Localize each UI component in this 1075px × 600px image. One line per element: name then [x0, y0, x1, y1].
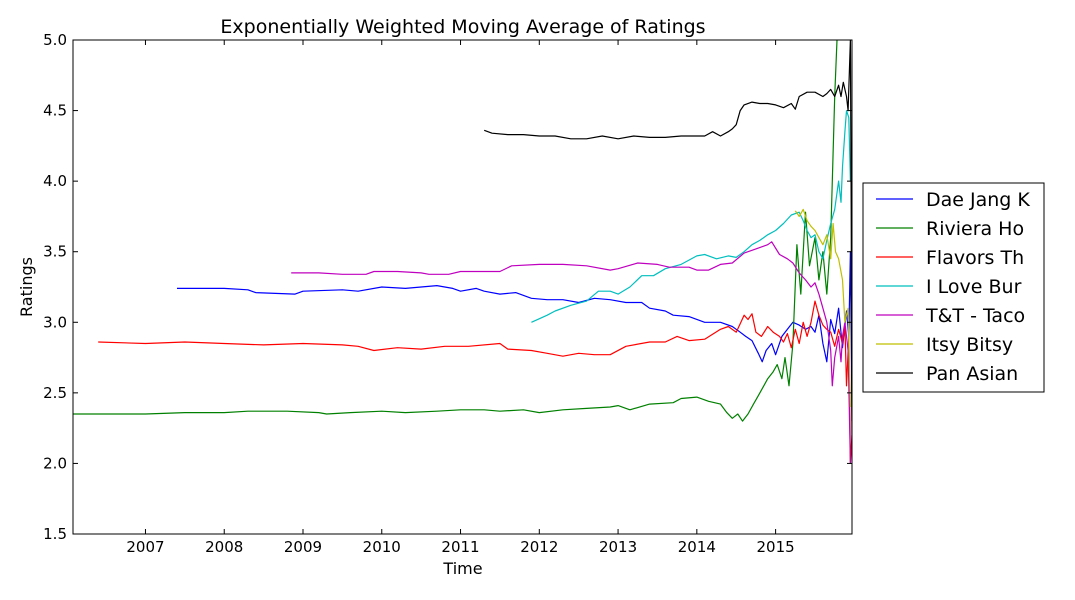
y-tick-label: 4.5	[43, 102, 67, 120]
x-tick-label: 2009	[284, 538, 322, 556]
series-line-4	[531, 109, 851, 323]
series-line-2	[73, 40, 838, 422]
legend-label: Riviera Ho	[926, 218, 1024, 240]
legend-label: I Love Bur	[926, 276, 1022, 298]
plot-frame	[72, 39, 853, 535]
y-tick-label: 3.5	[43, 243, 67, 261]
legend-label: Itsy Bitsy	[926, 334, 1013, 356]
series-line-6	[794, 208, 851, 408]
y-tick-label: 5.0	[43, 31, 67, 49]
legend-label: T&T - Taco	[925, 305, 1025, 327]
legend-label: Dae Jang K	[926, 189, 1030, 211]
x-tick-label: 2013	[599, 538, 637, 556]
chart-title: Exponentially Weighted Moving Average of…	[220, 16, 705, 38]
series-line-7	[483, 40, 852, 450]
y-axis-label: Ratings	[17, 257, 36, 317]
legend-box	[862, 182, 1045, 393]
series-line-3	[98, 300, 852, 464]
x-tick-label: 2014	[678, 538, 716, 556]
x-tick-label: 2015	[757, 538, 795, 556]
y-tick-label: 1.5	[43, 525, 67, 543]
series-line-1	[177, 251, 852, 422]
legend: Dae Jang K Riviera Ho Flavors Th I Love Bur…	[862, 182, 1045, 393]
x-tick-label: 2011	[441, 538, 479, 556]
x-axis-label: Time	[442, 559, 482, 578]
x-tick-label: 2007	[126, 538, 164, 556]
x-tick-label: 2008	[205, 538, 243, 556]
series-line-5	[291, 241, 851, 464]
y-tick-label: 3.0	[43, 313, 67, 331]
x-tick-label: 2010	[363, 538, 401, 556]
legend-label: Pan Asian	[926, 363, 1018, 385]
legend-label: Flavors Th	[926, 247, 1024, 269]
x-tick-label: 2012	[520, 538, 558, 556]
y-tick-label: 2.5	[43, 384, 67, 402]
y-tick-label: 2.0	[43, 454, 67, 472]
y-tick-label: 4.0	[43, 172, 67, 190]
